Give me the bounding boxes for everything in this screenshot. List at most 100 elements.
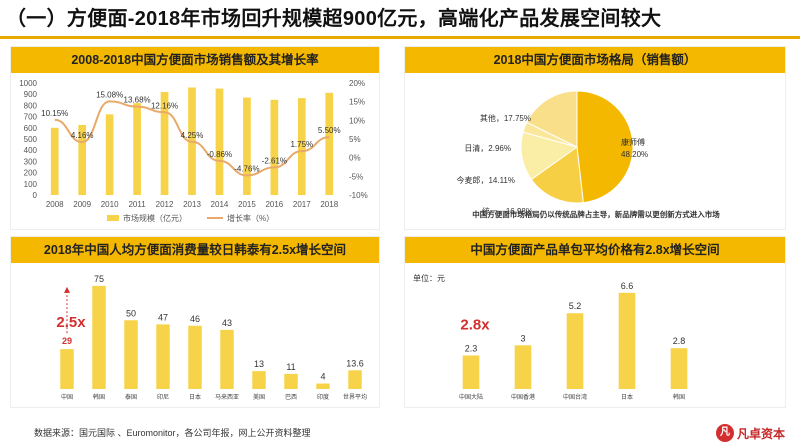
- y-right-tick: 10%: [349, 116, 365, 125]
- bar-value-label: 13: [254, 359, 264, 369]
- market-size-bar: [50, 127, 59, 195]
- logo-mark: 凡: [716, 424, 734, 442]
- x-tick-label: 马来西亚: [215, 393, 239, 401]
- x-tick-label: 印度: [317, 393, 329, 401]
- growth-rate-label: 12.16%: [151, 101, 178, 110]
- x-tick-label: 2013: [183, 200, 201, 209]
- consumption-bar: [252, 371, 266, 389]
- pie-slice: [526, 90, 578, 148]
- brand-logo: 凡 凡卓资本: [716, 424, 785, 442]
- market-size-bar: [160, 91, 169, 195]
- x-tick-label: 中国台湾: [563, 393, 587, 401]
- unit-price-panel: 中国方便面产品单包平均价格有2.8x增长空间 单位：元 中国大陆 2.3 中国香港 3 中…: [404, 236, 786, 408]
- growth-multiplier: 2.5x: [56, 314, 86, 331]
- consumption-bar: [156, 324, 170, 389]
- bar-value-label: 4: [320, 372, 325, 382]
- consumption-bar: [188, 325, 202, 389]
- x-tick-label: 中国: [61, 393, 73, 401]
- growth-rate-label: 5.50%: [318, 126, 341, 135]
- y-right-tick: 20%: [349, 79, 365, 88]
- consumption-bar: [284, 373, 298, 389]
- bar-value-label: 13.6: [346, 358, 364, 368]
- title-underline: [0, 36, 800, 39]
- y-right-tick: -5%: [349, 172, 363, 181]
- growth-arrow-head: [64, 286, 70, 293]
- x-tick-label: 2011: [128, 200, 146, 209]
- x-tick-label: 韩国: [673, 393, 685, 401]
- market-size-bar: [105, 114, 114, 195]
- y-right-tick: 15%: [349, 98, 365, 107]
- pie-slice: [576, 90, 634, 204]
- market-size-bar: [325, 92, 334, 195]
- market-share-chart: 康师傅 48.20% 统一，16.98% 今麦郎，14.11% 日清，2.96% 其他，1…: [456, 90, 720, 219]
- market-size-bar: [133, 103, 141, 195]
- growth-rate-label: 4.16%: [71, 131, 94, 140]
- growth-rate-label: 10.15%: [41, 109, 68, 118]
- growth-rate-label: 4.25%: [181, 131, 204, 140]
- y-left-tick: 1000: [19, 79, 37, 88]
- y-left-tick: 0: [33, 191, 38, 200]
- y-left-tick: 700: [24, 113, 38, 122]
- price-bar: [462, 355, 480, 389]
- growth-rate-label: -2.61%: [262, 156, 287, 165]
- y-left-tick: 900: [24, 90, 38, 99]
- growth-rate-label: 1.75%: [290, 140, 313, 149]
- growth-rate-label: -0.86%: [207, 150, 232, 159]
- data-source: 数据来源：国元国际 、Euromonitor，各公司年报，网上公开资料整理: [34, 428, 311, 438]
- x-tick-label: 2010: [101, 200, 119, 209]
- growth-multiplier: 2.8x: [460, 316, 490, 333]
- bar-value-label: 6.6: [621, 281, 634, 291]
- y-left-tick: 800: [24, 101, 38, 110]
- bar-value-label: 43: [222, 318, 232, 328]
- x-tick-label: 日本: [621, 393, 633, 401]
- x-tick-label: 中国大陆: [459, 393, 483, 401]
- bar-value-label: 2.3: [465, 343, 478, 353]
- consumption-bar: [124, 320, 138, 389]
- y-right-tick: 0%: [349, 154, 361, 163]
- consumption-bar: [348, 370, 362, 389]
- legend-bar-swatch: [107, 215, 119, 221]
- consumption-bar: [316, 383, 330, 389]
- market-share-title: 2018中国方便面市场格局（销售额）: [405, 47, 785, 73]
- consumption-bar: [220, 329, 234, 389]
- per-capita-title: 2018年中国人均方便面消费量较日韩泰有2.5x增长空间: [11, 237, 379, 263]
- market-size-chart: 0 100 200 300 400 500 600 700 800 900 1000 -10% -5% 0…: [19, 79, 368, 223]
- price-bar: [618, 292, 636, 389]
- x-tick-label: 印尼: [157, 394, 169, 401]
- x-tick-label: 韩国: [93, 393, 105, 401]
- x-tick-label: 中国香港: [511, 393, 535, 401]
- per-capita-panel: 2018年中国人均方便面消费量较日韩泰有2.5x增长空间 中国 韩国 75 泰国 50 印…: [10, 236, 380, 408]
- x-tick-label: 泰国: [125, 393, 137, 401]
- x-tick-label: 2014: [211, 200, 229, 209]
- x-tick-label: 日本: [189, 393, 201, 401]
- x-tick-label: 2015: [238, 200, 256, 209]
- price-bar: [566, 313, 584, 389]
- market-share-note: 中国方便面市场格局仍以传统品牌占主导，新品牌需以更创新方式进入市场: [472, 209, 720, 219]
- pie-value-label: 48.20%: [621, 150, 648, 159]
- y-left-tick: 500: [24, 135, 38, 144]
- price-bar: [514, 345, 532, 389]
- x-tick-label: 2016: [265, 200, 283, 209]
- x-tick-label: 2018: [320, 200, 338, 209]
- bar-value-label: 50: [126, 308, 136, 318]
- pie-category-label: 统一，16.98%: [482, 206, 533, 216]
- y-left-tick: 200: [24, 169, 38, 178]
- consumption-bar: [60, 349, 74, 389]
- x-tick-label: 世界平均: [343, 393, 367, 401]
- market-size-bar: [215, 88, 224, 195]
- unit-price-title: 中国方便面产品单包平均价格有2.8x增长空间: [405, 237, 785, 263]
- bar-value-label: 11: [286, 362, 295, 372]
- market-size-bar: [297, 98, 306, 195]
- market-share-panel: 2018中国方便面市场格局（销售额） 康师傅 48.20% 统一，16.98% 今麦郎…: [404, 46, 786, 230]
- market-size-bar: [78, 125, 87, 195]
- legend-bar-label: 市场规模（亿元）: [123, 213, 187, 223]
- growth-rate-label: 13.68%: [124, 96, 151, 105]
- pie-category-label: 其他，17.75%: [480, 113, 531, 123]
- bar-value-label: 75: [94, 274, 104, 284]
- page-title: （一）方便面-2018年市场回升规模超900亿元，高端化产品发展空间较大: [6, 8, 662, 30]
- x-tick-label: 2017: [293, 200, 311, 209]
- growth-rate-line: [54, 100, 330, 177]
- y-right-tick: -10%: [349, 191, 368, 200]
- x-tick-label: 2009: [73, 200, 91, 209]
